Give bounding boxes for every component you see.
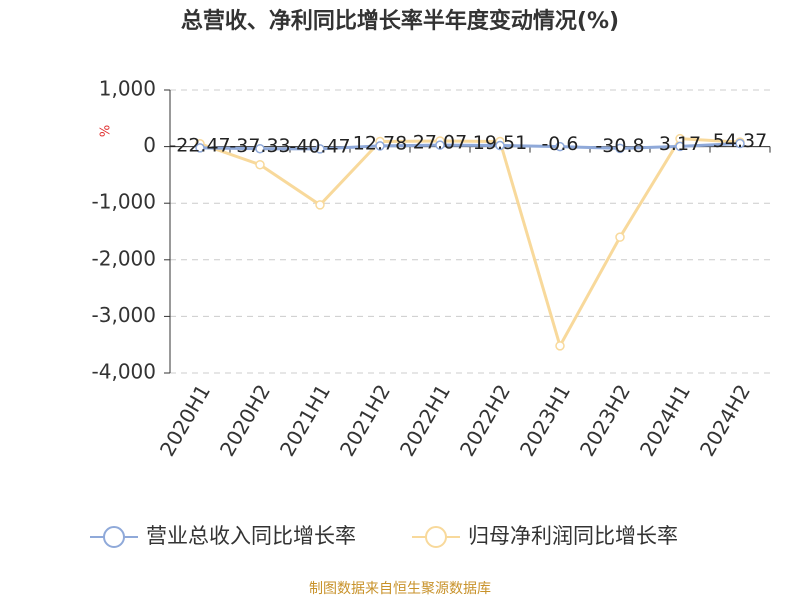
x-tick-label: 2024H2	[695, 380, 755, 460]
data-label: 54.37	[713, 130, 767, 152]
x-tick-label: 2024H1	[635, 380, 695, 460]
data-point	[735, 138, 745, 149]
data-point	[435, 140, 445, 150]
x-tick-label: 2020H1	[155, 380, 215, 460]
x-tick-label: 2023H2	[575, 380, 635, 460]
data-label: -37.33	[229, 135, 290, 157]
data-label: -22.47	[169, 134, 230, 156]
data-point	[375, 141, 385, 151]
x-tick-label: 2021H2	[335, 380, 395, 460]
data-point	[315, 144, 325, 154]
y-tick-label: 1,000	[99, 77, 156, 101]
x-tick-label: 2021H1	[275, 380, 335, 460]
y-tick-label: 0	[143, 133, 156, 157]
series-line	[199, 142, 741, 151]
data-point	[615, 143, 625, 154]
y-tick-label: -3,000	[92, 303, 156, 327]
data-label: -40.47	[289, 135, 350, 157]
data-label: -30.8	[595, 135, 644, 157]
x-tick-label: 2020H2	[215, 380, 275, 460]
x-tick-label: 2023H1	[515, 380, 575, 460]
x-tick-label: 2022H1	[395, 380, 455, 460]
data-label: 27.07	[413, 132, 467, 154]
data-point	[255, 159, 265, 170]
data-point	[555, 141, 565, 152]
data-point	[255, 143, 265, 154]
y-tick-label: -4,000	[92, 360, 156, 384]
data-point	[495, 140, 505, 151]
legend-marker	[425, 526, 447, 548]
data-point	[315, 200, 325, 210]
chart-title: 总营收、净利同比增长率半年度变动情况(%)	[181, 8, 619, 34]
data-label: 12.78	[353, 132, 407, 154]
data-label: 3.17	[659, 133, 701, 155]
source-note: 制图数据来自恒生聚源数据库	[309, 581, 491, 597]
legend-marker	[103, 526, 125, 548]
y-tick-label: -2,000	[92, 246, 156, 270]
y-tick-label: -1,000	[92, 190, 156, 214]
y-axis-label: %	[99, 125, 114, 137]
legend-label: 归母净利润同比增长率	[468, 524, 678, 548]
data-label: 19.51	[473, 132, 527, 154]
legend-label: 营业总收入同比增长率	[146, 524, 356, 548]
series-line	[199, 137, 741, 350]
data-point	[675, 141, 685, 152]
data-point	[555, 341, 565, 351]
data-point	[195, 143, 205, 153]
data-label: -0.6	[541, 133, 578, 155]
data-point	[615, 232, 625, 242]
x-tick-label: 2022H2	[455, 380, 515, 460]
